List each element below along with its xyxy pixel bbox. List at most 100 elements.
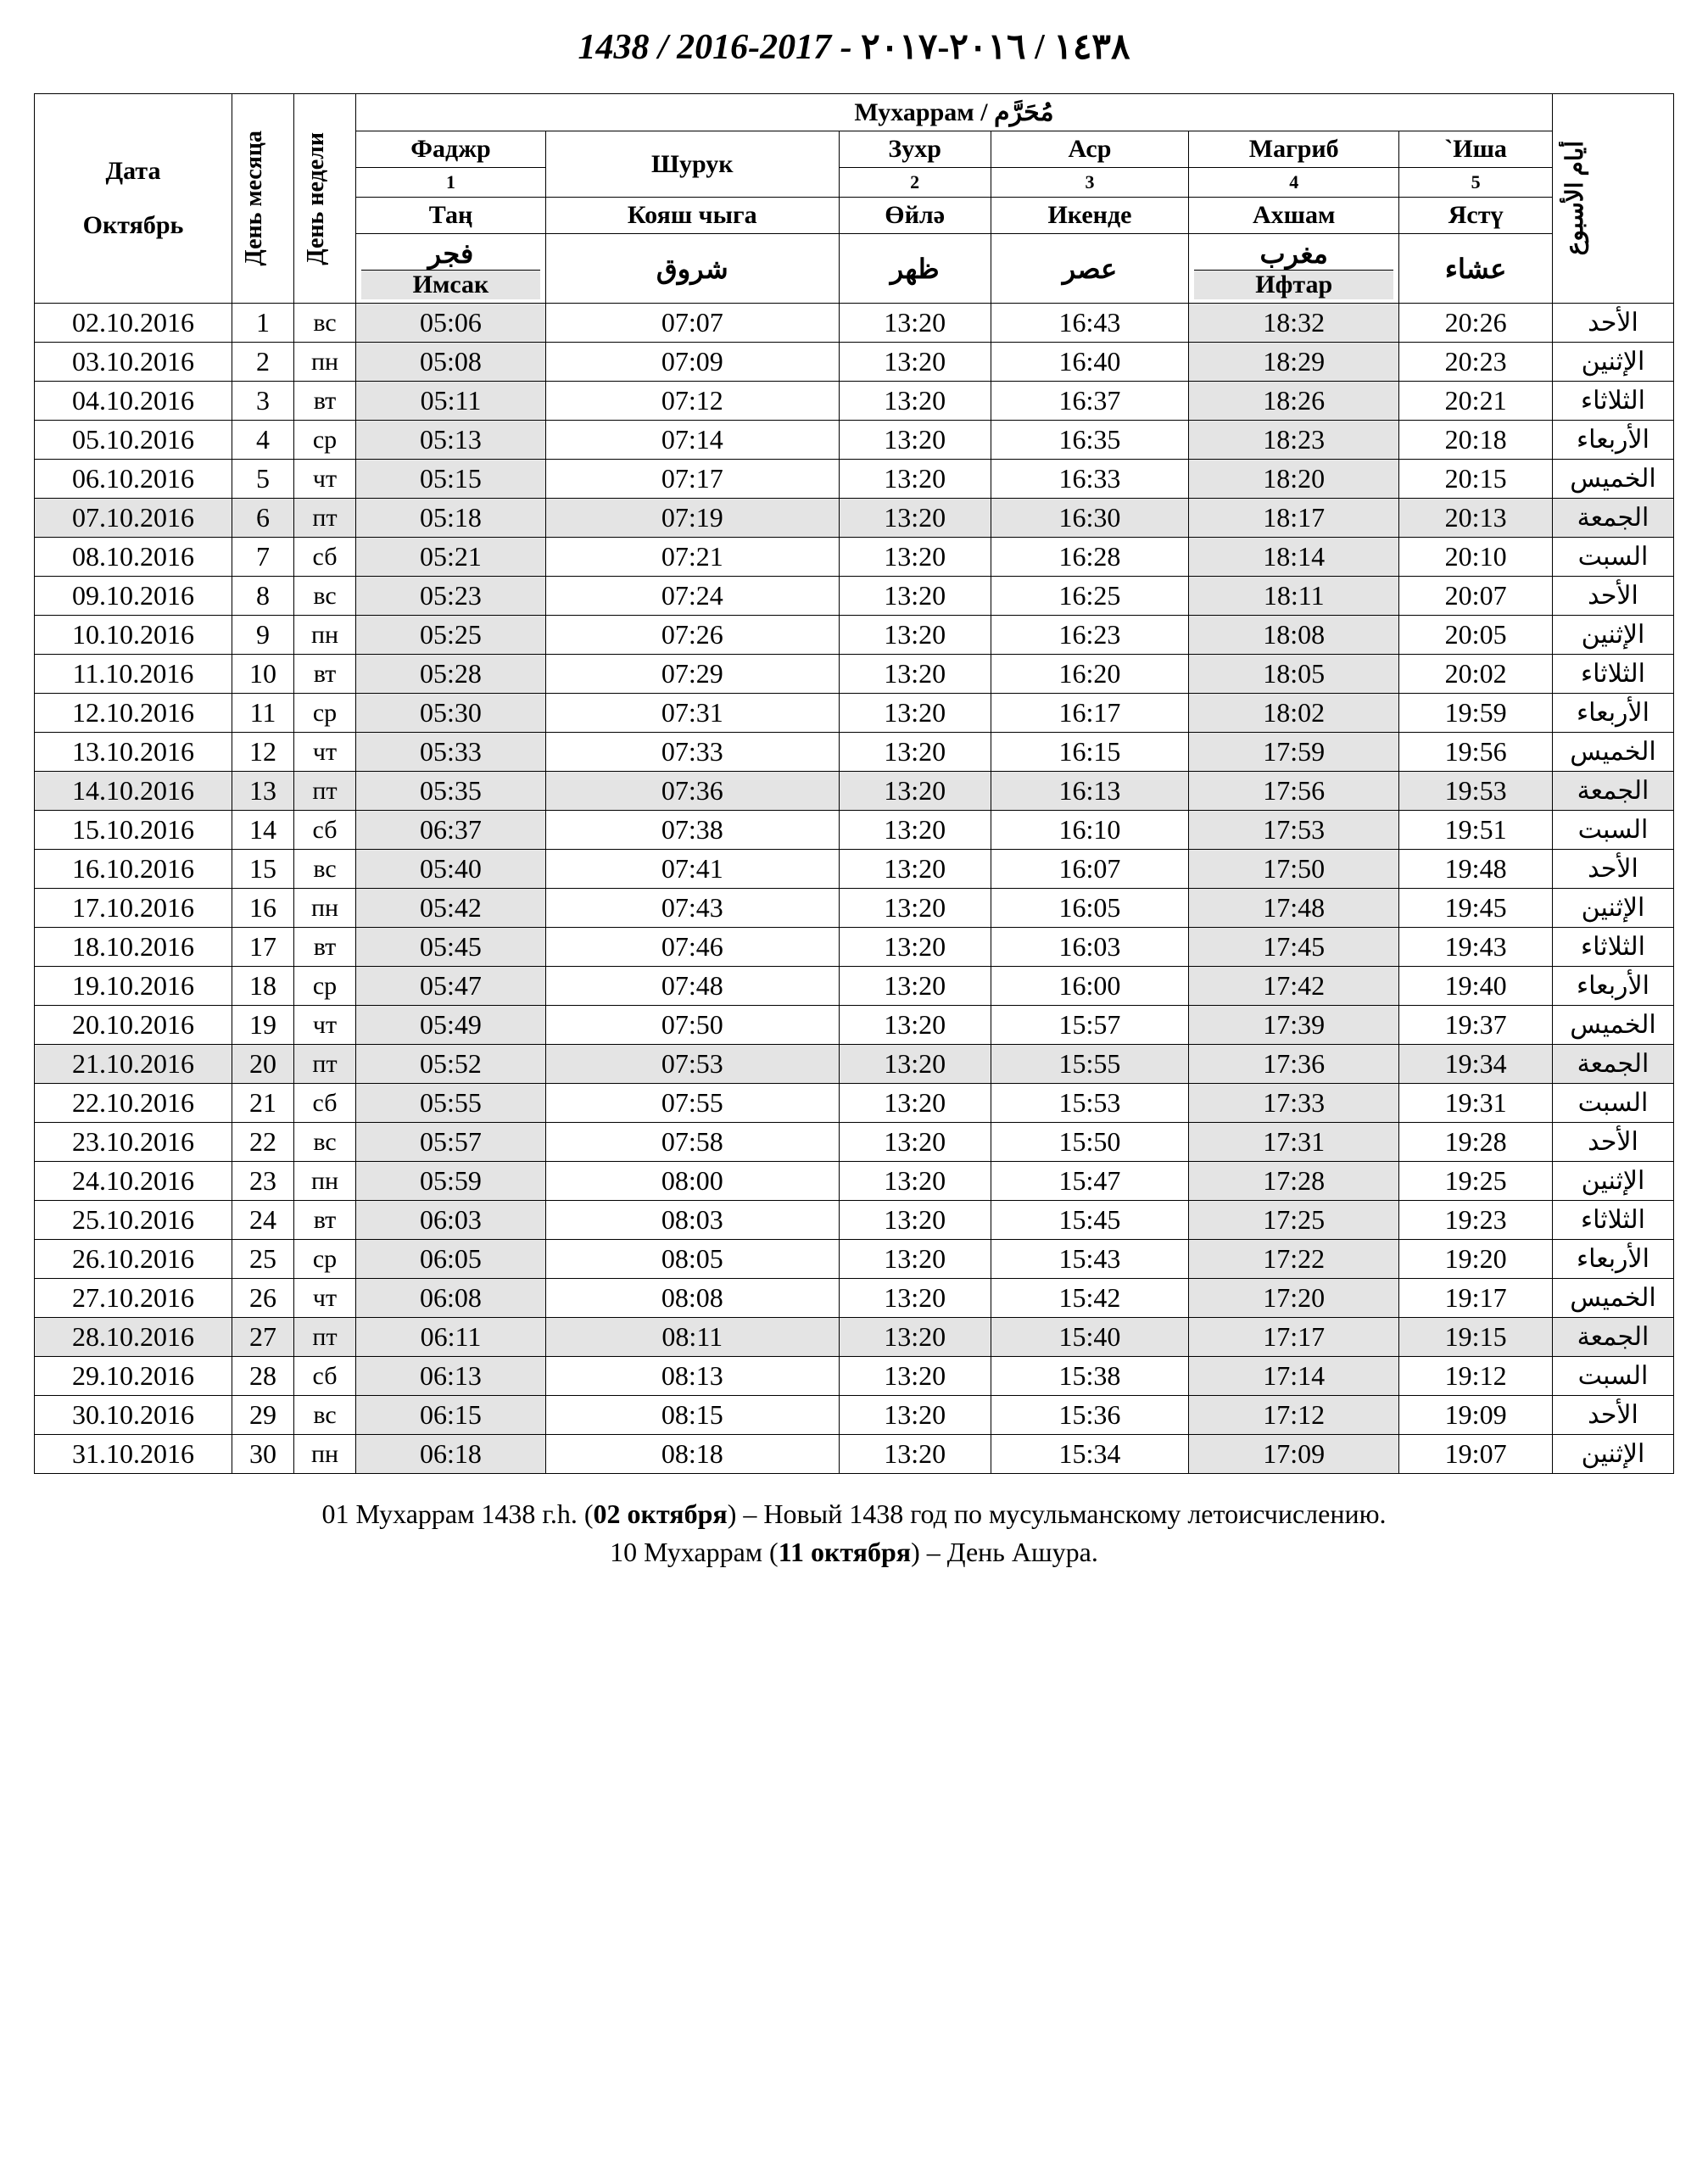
cell: 1: [232, 304, 294, 343]
cell: 13:20: [839, 733, 991, 772]
cell: 17:36: [1189, 1045, 1399, 1084]
cell: 28: [232, 1357, 294, 1396]
cell: الإثنين: [1553, 616, 1674, 655]
table-row: 18.10.201617вт05:4507:4613:2016:0317:451…: [35, 928, 1674, 967]
cell: 13:20: [839, 850, 991, 889]
cell: 13:20: [839, 1123, 991, 1162]
cell: 07:41: [545, 850, 839, 889]
cell: الأحد: [1553, 1123, 1674, 1162]
fn2-bold: 11 октября: [779, 1537, 911, 1567]
cell: 18:20: [1189, 460, 1399, 499]
cell: вт: [294, 1201, 356, 1240]
cell: 16:43: [991, 304, 1189, 343]
cell: 17:50: [1189, 850, 1399, 889]
table-row: 07.10.20166пт05:1807:1913:2016:3018:1720…: [35, 499, 1674, 538]
cell: 17:42: [1189, 967, 1399, 1006]
fajr-tt: Таң: [356, 198, 546, 234]
cell: 15:38: [991, 1357, 1189, 1396]
cell: пн: [294, 1162, 356, 1201]
arabic-days-header: أيام الأسبوع: [1558, 132, 1593, 264]
table-row: 26.10.201625ср06:0508:0513:2015:4317:221…: [35, 1240, 1674, 1279]
cell: 16:30: [991, 499, 1189, 538]
cell: 07:36: [545, 772, 839, 811]
cell: сб: [294, 811, 356, 850]
day-of-month-header: День месяца: [237, 122, 271, 275]
cell: 17:17: [1189, 1318, 1399, 1357]
cell: الجمعة: [1553, 499, 1674, 538]
cell: 19:45: [1399, 889, 1553, 928]
cell: 05:15: [356, 460, 546, 499]
cell: 19:31: [1399, 1084, 1553, 1123]
cell: 17:12: [1189, 1396, 1399, 1435]
cell: 13:20: [839, 655, 991, 694]
day-of-week-header: День недели: [299, 124, 333, 274]
cell: 07:21: [545, 538, 839, 577]
cell: الأحد: [1553, 577, 1674, 616]
cell: 15:42: [991, 1279, 1189, 1318]
cell: 18:29: [1189, 343, 1399, 382]
cell: الثلاثاء: [1553, 928, 1674, 967]
cell: 16:00: [991, 967, 1189, 1006]
cell: 13:20: [839, 577, 991, 616]
cell: 18: [232, 967, 294, 1006]
cell: 13:20: [839, 928, 991, 967]
cell: 05:25: [356, 616, 546, 655]
cell: 16:17: [991, 694, 1189, 733]
title-arabic: ١٤٣٨ / ٢٠١٦-٢٠١٧: [861, 28, 1130, 67]
cell: 05:18: [356, 499, 546, 538]
cell: 28.10.2016: [35, 1318, 232, 1357]
cell: 07:43: [545, 889, 839, 928]
asr-ru: Аср: [991, 131, 1189, 168]
cell: 12.10.2016: [35, 694, 232, 733]
cell: пт: [294, 499, 356, 538]
cell: 21: [232, 1084, 294, 1123]
cell: 17:28: [1189, 1162, 1399, 1201]
cell: 17:39: [1189, 1006, 1399, 1045]
cell: 13:20: [839, 889, 991, 928]
isha-num: 5: [1399, 168, 1553, 198]
cell: الخميس: [1553, 460, 1674, 499]
cell: 17:31: [1189, 1123, 1399, 1162]
table-row: 27.10.201626чт06:0808:0813:2015:4217:201…: [35, 1279, 1674, 1318]
cell: 02.10.2016: [35, 304, 232, 343]
table-row: 13.10.201612чт05:3307:3313:2016:1517:591…: [35, 733, 1674, 772]
cell: 13:20: [839, 1084, 991, 1123]
cell: 5: [232, 460, 294, 499]
cell: 05:47: [356, 967, 546, 1006]
cell: 19:37: [1399, 1006, 1553, 1045]
cell: ср: [294, 421, 356, 460]
cell: 20: [232, 1045, 294, 1084]
cell: пн: [294, 889, 356, 928]
cell: 18:11: [1189, 577, 1399, 616]
cell: 07:33: [545, 733, 839, 772]
table-row: 02.10.20161вс05:0607:0713:2016:4318:3220…: [35, 304, 1674, 343]
cell: 13:20: [839, 1201, 991, 1240]
cell: 17:14: [1189, 1357, 1399, 1396]
cell: 07:09: [545, 343, 839, 382]
month-pair-header: Мухаррам / مُحَرَّم: [356, 94, 1553, 131]
cell: 22.10.2016: [35, 1084, 232, 1123]
cell: الأربعاء: [1553, 694, 1674, 733]
cell: 15:34: [991, 1435, 1189, 1474]
cell: 08.10.2016: [35, 538, 232, 577]
cell: الخميس: [1553, 1006, 1674, 1045]
cell: 27.10.2016: [35, 1279, 232, 1318]
cell: 30.10.2016: [35, 1396, 232, 1435]
cell: 25.10.2016: [35, 1201, 232, 1240]
cell: 07:55: [545, 1084, 839, 1123]
cell: 13: [232, 772, 294, 811]
cell: 24: [232, 1201, 294, 1240]
cell: вт: [294, 655, 356, 694]
maghrib-ru: Магриб: [1189, 131, 1399, 168]
maghrib-num: 4: [1189, 168, 1399, 198]
cell: 9: [232, 616, 294, 655]
cell: вс: [294, 850, 356, 889]
cell: 30: [232, 1435, 294, 1474]
prayer-times-table: Дата Октябрь День месяца День недели Мух…: [34, 93, 1674, 1474]
cell: 13:20: [839, 967, 991, 1006]
cell: 07:07: [545, 304, 839, 343]
cell: 13:20: [839, 1357, 991, 1396]
cell: 19.10.2016: [35, 967, 232, 1006]
table-row: 30.10.201629вс06:1508:1513:2015:3617:121…: [35, 1396, 1674, 1435]
cell: сб: [294, 538, 356, 577]
